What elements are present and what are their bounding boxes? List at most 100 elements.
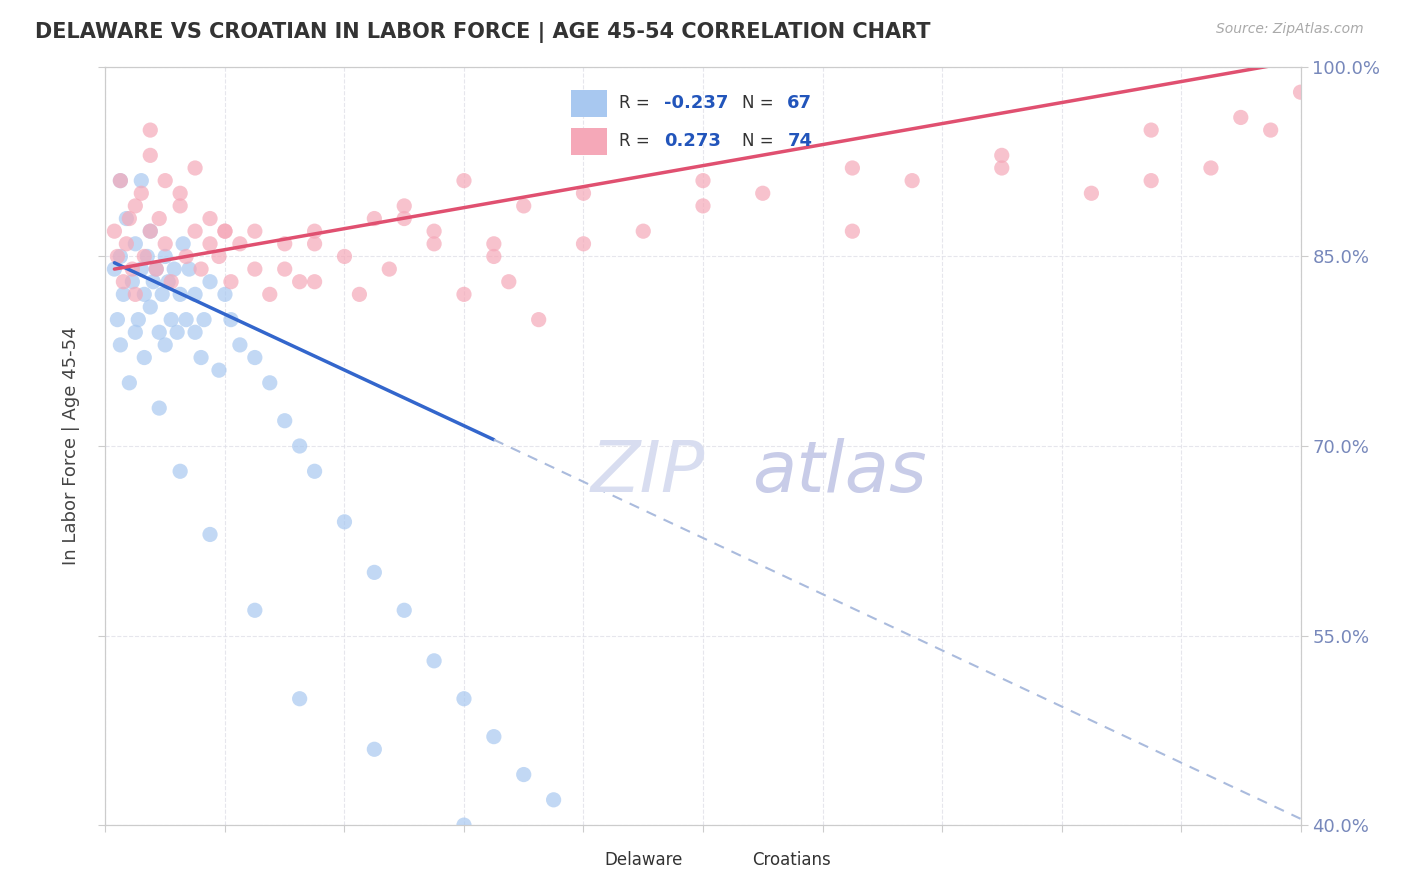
FancyBboxPatch shape <box>571 128 607 155</box>
Point <box>208 363 231 377</box>
Text: N =: N = <box>742 95 779 112</box>
Point <box>1229 111 1251 125</box>
Point <box>572 236 595 251</box>
Point <box>304 464 326 478</box>
Point <box>145 262 167 277</box>
Point <box>193 312 215 326</box>
Point <box>1140 173 1163 188</box>
Point <box>288 275 311 289</box>
Point <box>378 262 401 277</box>
Point <box>482 250 505 264</box>
Point <box>103 224 125 238</box>
Point <box>139 300 162 314</box>
Point <box>145 262 167 277</box>
Point <box>363 211 385 226</box>
Point <box>107 250 129 264</box>
Point <box>184 287 207 301</box>
Point <box>118 376 141 390</box>
Point <box>184 224 207 238</box>
Point <box>198 211 221 226</box>
Point <box>153 250 177 264</box>
Point <box>124 326 146 340</box>
Point <box>124 199 146 213</box>
Point <box>163 262 186 277</box>
Point <box>129 186 153 201</box>
Point <box>901 173 924 188</box>
Point <box>453 173 475 188</box>
Point <box>259 287 281 301</box>
Point <box>304 275 326 289</box>
Point <box>990 148 1012 162</box>
Point <box>148 326 170 340</box>
Point <box>153 338 177 352</box>
Point <box>166 326 188 340</box>
Point <box>160 275 183 289</box>
Text: 67: 67 <box>787 95 813 112</box>
Point <box>219 312 242 326</box>
FancyBboxPatch shape <box>571 89 607 117</box>
Point <box>110 250 132 264</box>
Point <box>1140 123 1163 137</box>
Point <box>177 262 200 277</box>
Point <box>115 236 138 251</box>
Text: N =: N = <box>742 132 779 150</box>
Point <box>453 287 475 301</box>
Point <box>110 173 132 188</box>
Point <box>243 603 266 617</box>
Point <box>129 173 153 188</box>
Point <box>1289 85 1312 99</box>
Point <box>172 236 194 251</box>
Point <box>288 691 311 706</box>
Point <box>990 161 1012 175</box>
Point <box>142 275 165 289</box>
Text: 74: 74 <box>787 132 813 150</box>
Point <box>498 275 520 289</box>
Point <box>692 199 714 213</box>
Point <box>121 262 143 277</box>
Text: -0.237: -0.237 <box>664 95 728 112</box>
Point <box>543 793 565 807</box>
Point <box>139 148 162 162</box>
Point <box>124 236 146 251</box>
Point <box>198 275 221 289</box>
Point <box>198 236 221 251</box>
Point <box>184 326 207 340</box>
Point <box>190 262 212 277</box>
Point <box>513 767 536 781</box>
Point <box>513 199 536 213</box>
Point <box>482 730 505 744</box>
Point <box>288 439 311 453</box>
Point <box>304 236 326 251</box>
Point <box>136 250 159 264</box>
Point <box>139 123 162 137</box>
Point <box>229 338 252 352</box>
Point <box>160 312 183 326</box>
Point <box>243 262 266 277</box>
Point <box>392 199 416 213</box>
Point <box>751 186 773 201</box>
Point <box>174 250 197 264</box>
Point <box>214 224 236 238</box>
Text: DELAWARE VS CROATIAN IN LABOR FORCE | AGE 45-54 CORRELATION CHART: DELAWARE VS CROATIAN IN LABOR FORCE | AG… <box>35 22 931 44</box>
Text: Croatians: Croatians <box>752 851 831 869</box>
Point <box>112 275 135 289</box>
Point <box>392 603 416 617</box>
Point <box>423 236 446 251</box>
Point <box>214 287 236 301</box>
Y-axis label: In Labor Force | Age 45-54: In Labor Force | Age 45-54 <box>62 326 80 566</box>
Point <box>333 515 356 529</box>
Point <box>134 250 156 264</box>
Point <box>349 287 371 301</box>
Point <box>157 275 180 289</box>
Point <box>169 287 191 301</box>
Point <box>198 527 221 541</box>
Text: 0.273: 0.273 <box>664 132 720 150</box>
Point <box>124 287 146 301</box>
Point <box>103 262 125 277</box>
Point <box>423 654 446 668</box>
Point <box>129 262 153 277</box>
Point <box>633 224 655 238</box>
Point <box>259 376 281 390</box>
Point <box>304 224 326 238</box>
Point <box>841 224 863 238</box>
